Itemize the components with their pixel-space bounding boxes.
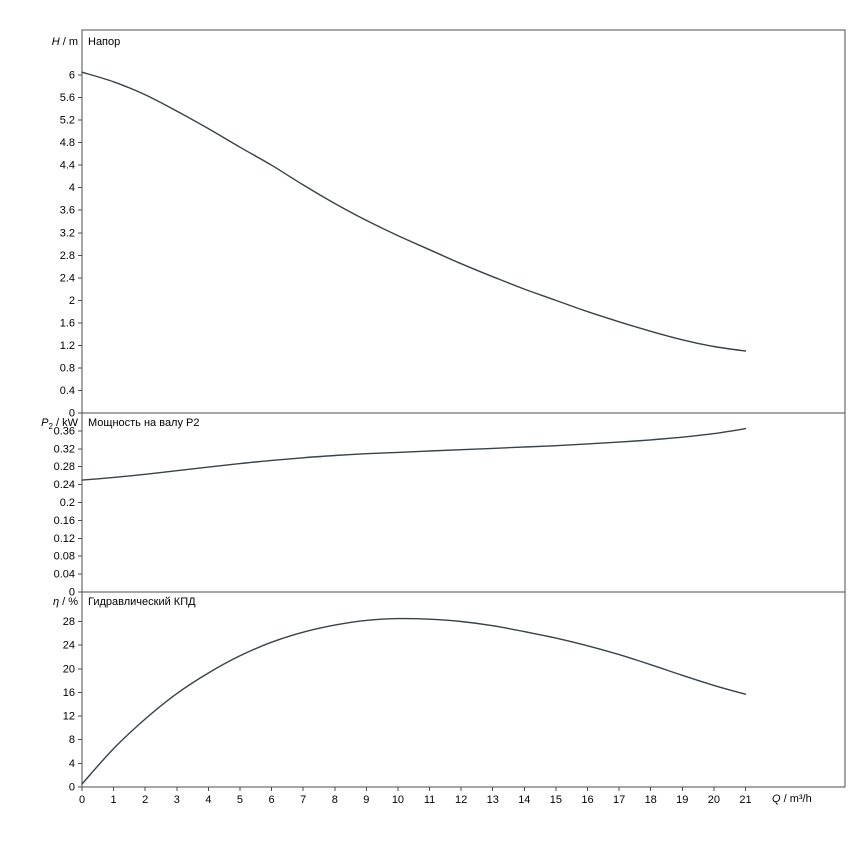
x-tick-label: 13 xyxy=(487,794,499,806)
x-tick-label: 16 xyxy=(581,794,593,806)
y-tick-label-power: 0.08 xyxy=(54,551,75,563)
x-tick-label: 15 xyxy=(550,794,562,806)
x-tick-label: 18 xyxy=(645,794,657,806)
x-tick-label: 7 xyxy=(300,794,306,806)
x-axis-label: Q / m³/h xyxy=(772,793,812,806)
x-tick-label: 8 xyxy=(332,794,338,806)
y-tick-label-efficiency: 24 xyxy=(63,640,75,652)
y-tick-label-efficiency: 12 xyxy=(63,711,75,723)
x-tick-label: 9 xyxy=(363,794,369,806)
y-tick-label-efficiency: 8 xyxy=(69,734,75,746)
y-tick-label-head: 3.2 xyxy=(60,227,75,239)
x-tick-label: 5 xyxy=(237,794,243,806)
y-tick-label-head: 4 xyxy=(69,182,75,194)
curve-head xyxy=(81,71,747,352)
x-tick-label: 4 xyxy=(205,794,211,806)
x-tick-label: 21 xyxy=(739,794,751,806)
y-axis-sub-power: 2 xyxy=(48,422,53,432)
y-axis-var-power: P xyxy=(41,417,49,429)
y-tick-label-head: 1.6 xyxy=(60,317,75,329)
y-tick-label-power: 0 xyxy=(69,587,75,599)
y-tick-label-power: 0.2 xyxy=(60,497,75,509)
y-tick-label-head: 5.6 xyxy=(60,92,75,104)
y-tick-label-power: 0.16 xyxy=(54,515,75,527)
x-tick-label: 6 xyxy=(269,794,275,806)
y-axis-var-efficiency: η xyxy=(52,596,60,608)
y-axis-unit-power: / kW xyxy=(52,417,78,429)
panel-title-efficiency: Гидравлический КПД xyxy=(88,596,196,608)
y-tick-label-power: 0.24 xyxy=(54,479,75,491)
y-tick-label-head: 0.8 xyxy=(60,362,75,374)
y-tick-label-efficiency: 28 xyxy=(63,616,75,628)
y-tick-label-head: 0.4 xyxy=(60,385,75,397)
y-tick-label-head: 0 xyxy=(69,408,75,420)
y-tick-label-head: 5.2 xyxy=(60,115,75,127)
x-tick-label: 17 xyxy=(613,794,625,806)
y-tick-label-power: 0.28 xyxy=(54,461,75,473)
x-tick-label: 11 xyxy=(424,794,435,806)
x-tick-label: 20 xyxy=(708,794,720,806)
x-tick-label: 19 xyxy=(676,794,688,806)
panel-title-head: Напор xyxy=(88,36,121,48)
y-tick-label-efficiency: 16 xyxy=(63,687,75,699)
y-tick-label-head: 2.8 xyxy=(60,250,75,262)
x-tick-label: 2 xyxy=(142,794,148,806)
curve-efficiency xyxy=(81,617,747,785)
y-axis-label-head: H / m xyxy=(52,36,78,49)
y-tick-label-power: 0.36 xyxy=(54,425,75,437)
y-tick-label-head: 4.8 xyxy=(60,137,75,149)
y-tick-label-head: 6 xyxy=(69,70,75,82)
y-tick-label-head: 1.2 xyxy=(60,340,75,352)
y-axis-var-head: H xyxy=(51,36,60,48)
panel-border-efficiency xyxy=(81,591,846,788)
y-tick-label-head: 3.6 xyxy=(60,205,75,217)
x-tick-label: 10 xyxy=(392,794,404,806)
y-tick-label-power: 0.04 xyxy=(54,569,75,581)
y-tick-label-power: 0.32 xyxy=(54,443,75,455)
y-tick-label-head: 4.4 xyxy=(60,160,75,172)
x-tick-label: 0 xyxy=(79,794,85,806)
x-axis-var: Q xyxy=(772,793,781,805)
panel-border-power xyxy=(81,412,846,593)
x-tick-label: 1 xyxy=(111,794,117,806)
y-tick-label-head: 2.4 xyxy=(60,272,75,284)
x-tick-label: 3 xyxy=(174,794,180,806)
y-axis-label-power: P2 / kW xyxy=(41,417,78,433)
x-axis-unit: / m³/h xyxy=(780,793,812,805)
panel-title-power: Мощность на валу P2 xyxy=(88,417,200,429)
y-tick-label-power: 0.12 xyxy=(54,533,75,545)
y-axis-unit-head: / m xyxy=(59,36,78,48)
y-tick-label-efficiency: 20 xyxy=(63,663,75,675)
x-tick-label: 12 xyxy=(455,794,467,806)
curve-power xyxy=(81,428,747,481)
y-tick-label-efficiency: 4 xyxy=(69,758,75,770)
y-axis-unit-efficiency: / % xyxy=(59,596,78,608)
y-tick-label-efficiency: 0 xyxy=(69,782,75,794)
panel-border-head xyxy=(81,29,846,414)
y-tick-label-head: 2 xyxy=(69,295,75,307)
y-axis-label-efficiency: η / % xyxy=(53,596,78,609)
x-tick-label: 14 xyxy=(518,794,530,806)
